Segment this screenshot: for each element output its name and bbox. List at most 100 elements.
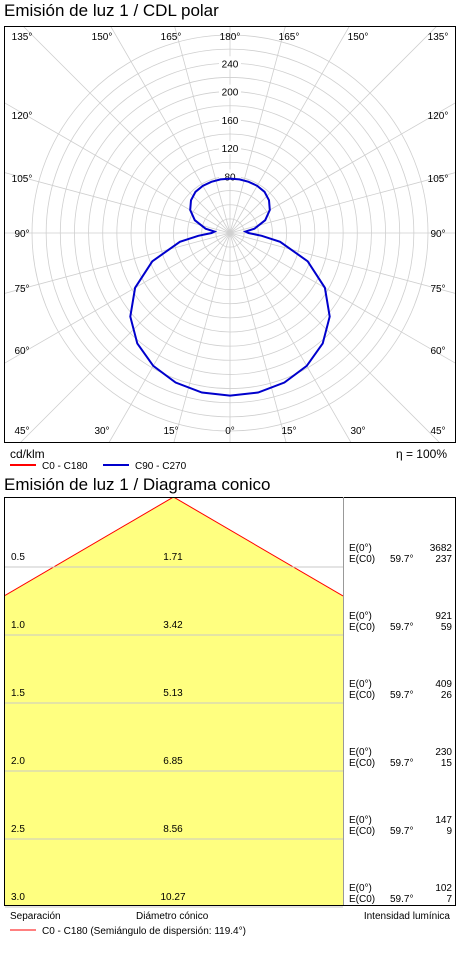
cone-row-angle: 59.7° [390,826,413,837]
polar-bottom-angle-label: 15° [281,426,296,437]
polar-right-angle-label: 120° [428,111,449,122]
cone-row-ec0-value: 237 [435,554,452,565]
cone-row-diameter: 3.42 [163,620,183,631]
cone-row-diameter: 5.13 [163,688,183,699]
cone-chart-title: Emisión de luz 1 / Diagrama conico [4,475,271,494]
cone-row-ec0-label: E(C0) [349,622,375,633]
polar-right-angle-label: 90° [430,229,445,240]
cone-row-ec0-label: E(C0) [349,690,375,701]
polar-grid-spoke [173,232,231,442]
polar-grid-spoke [174,27,231,234]
polar-bottom-angle-label: 30° [94,426,109,437]
polar-grid [5,27,455,442]
cone-row-e0-label: E(0°) [349,543,372,554]
cone-row-separation: 3.0 [11,892,25,903]
polar-top-angle-label: 165° [161,32,182,43]
cone-row-angle: 59.7° [390,758,413,769]
cone-row-e0-value: 3682 [430,543,453,554]
cone-row-diameter: 10.27 [160,892,185,903]
cone-row-e0-label: E(0°) [349,611,372,622]
cone-row-ec0-label: E(C0) [349,826,375,837]
cone-fill-group [5,498,343,905]
cone-row-angle: 59.7° [390,894,413,905]
polar-grid-spoke [229,232,440,442]
polar-grid-spoke [5,172,231,234]
polar-grid-spoke [229,102,455,234]
cone-row-e0-label: E(0°) [349,883,372,894]
polar-top-angle-label: 150° [92,32,113,43]
cone-row-ec0-value: 7 [446,894,452,905]
polar-bottom-angle-label: 15° [163,426,178,437]
polar-top-angle-label: 135° [12,32,33,43]
polar-radial-label-bg [219,56,241,70]
cone-row-angle: 59.7° [390,554,413,565]
polar-grid-spoke [229,232,455,364]
polar-curve-c90-c270 [129,177,331,397]
polar-grid-spoke [108,232,231,442]
polar-radial-label-bg [219,84,241,98]
polar-radial-label: 160 [222,116,239,127]
polar-left-angle-label: 60° [14,346,29,357]
polar-top-angle-label: 150° [348,32,369,43]
cone-row-separation: 1.0 [11,620,25,631]
polar-grid-spoke [229,27,350,234]
cone-footer-separation: Separación [10,911,61,922]
polar-right-angle-label: 75° [430,284,445,295]
cone-row-diameter: 1.71 [163,552,183,563]
cone-row-diameter: 6.85 [163,756,183,767]
polar-grid-spoke [23,27,231,234]
polar-left-angle-label: 90° [14,229,29,240]
polar-grid-spoke [5,102,231,234]
cone-row-angle: 59.7° [390,690,413,701]
polar-bottom-angle-label: 0° [225,426,235,437]
cone-row-diameter: 8.56 [163,824,183,835]
polar-radial-label: 240 [222,59,239,70]
polar-bottom-angle-label: 30° [350,426,365,437]
cone-row-ec0-label: E(C0) [349,894,375,905]
polar-left-angle-label: 120° [12,111,33,122]
polar-efficiency: η = 100% [396,447,447,461]
polar-top-angle-label: 180° [220,32,241,43]
legend-c90-c270-label: C90 - C270 [135,461,187,472]
cone-row-ec0-value: 9 [446,826,452,837]
polar-left-angle-label: 75° [14,284,29,295]
polar-top-angle-label: 165° [279,32,300,43]
polar-grid-spoke [229,232,455,294]
polar-grid-spoke [229,232,352,442]
cone-row-separation: 2.5 [11,824,25,835]
cone-row-ec0-label: E(C0) [349,554,375,565]
polar-radial-label: 120 [222,144,239,155]
cone-edge-left [5,498,173,596]
cone-row-e0-label: E(0°) [349,747,372,758]
legend-c0-c180-label: C0 - C180 [42,461,88,472]
cone-row-ec0-value: 26 [441,690,453,701]
polar-right-angle-label: 60° [430,346,445,357]
polar-chart-title: Emisión de luz 1 / CDL polar [4,1,219,20]
cone-fill [5,498,343,905]
cone-footer-diameter: Diámetro cónico [136,911,209,922]
polar-right-angle-label: 105° [428,174,449,185]
cone-row-e0-label: E(0°) [349,679,372,690]
cone-row-separation: 2.0 [11,756,25,767]
cone-row-angle: 59.7° [390,622,413,633]
polar-grid-spoke [20,232,231,442]
cone-row-separation: 1.5 [11,688,25,699]
cone-row-ec0-label: E(C0) [349,758,375,769]
polar-grid-spoke [229,27,437,234]
cone-row-ec0-value: 15 [441,758,453,769]
polar-grid-spoke [110,27,231,234]
polar-grid-spoke [229,172,455,234]
cone-row-e0-label: E(0°) [349,815,372,826]
cone-row-e0-value: 921 [435,611,452,622]
cone-legend-label: C0 - C180 (Semiángulo de dispersión: 119… [42,926,246,937]
cone-footer-intensity: Intensidad lumínica [364,911,451,922]
cone-row-separation: 0.5 [11,552,25,563]
cone-row-e0-value: 102 [435,883,452,894]
cone-row-e0-value: 409 [435,679,452,690]
cone-row-ec0-value: 59 [441,622,453,633]
polar-bottom-angle-label: 45° [430,426,445,437]
polar-grid-spoke [229,232,287,442]
polar-radial-label-bg [219,112,241,126]
cone-row-e0-value: 230 [435,747,452,758]
